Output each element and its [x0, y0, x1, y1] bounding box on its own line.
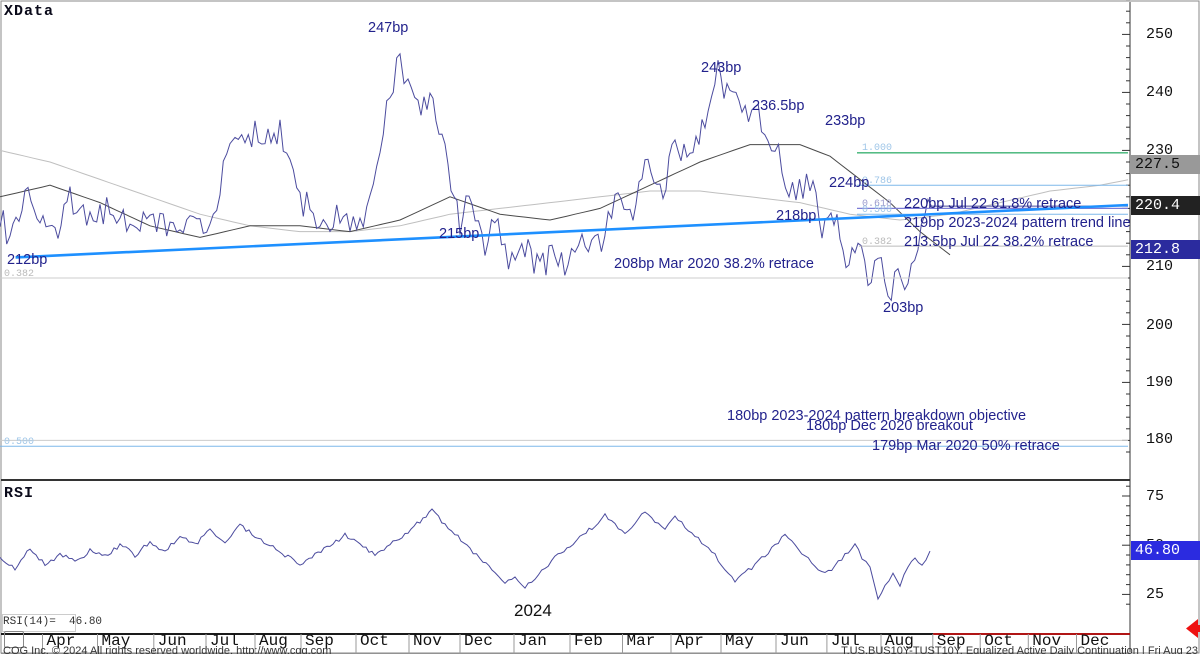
svg-text:0.500: 0.500	[4, 437, 34, 448]
svg-text:1.000: 1.000	[862, 143, 892, 154]
svg-text:0.500: 0.500	[862, 205, 892, 216]
svg-text:0.382: 0.382	[862, 237, 892, 248]
svg-text:0.382: 0.382	[4, 269, 34, 280]
